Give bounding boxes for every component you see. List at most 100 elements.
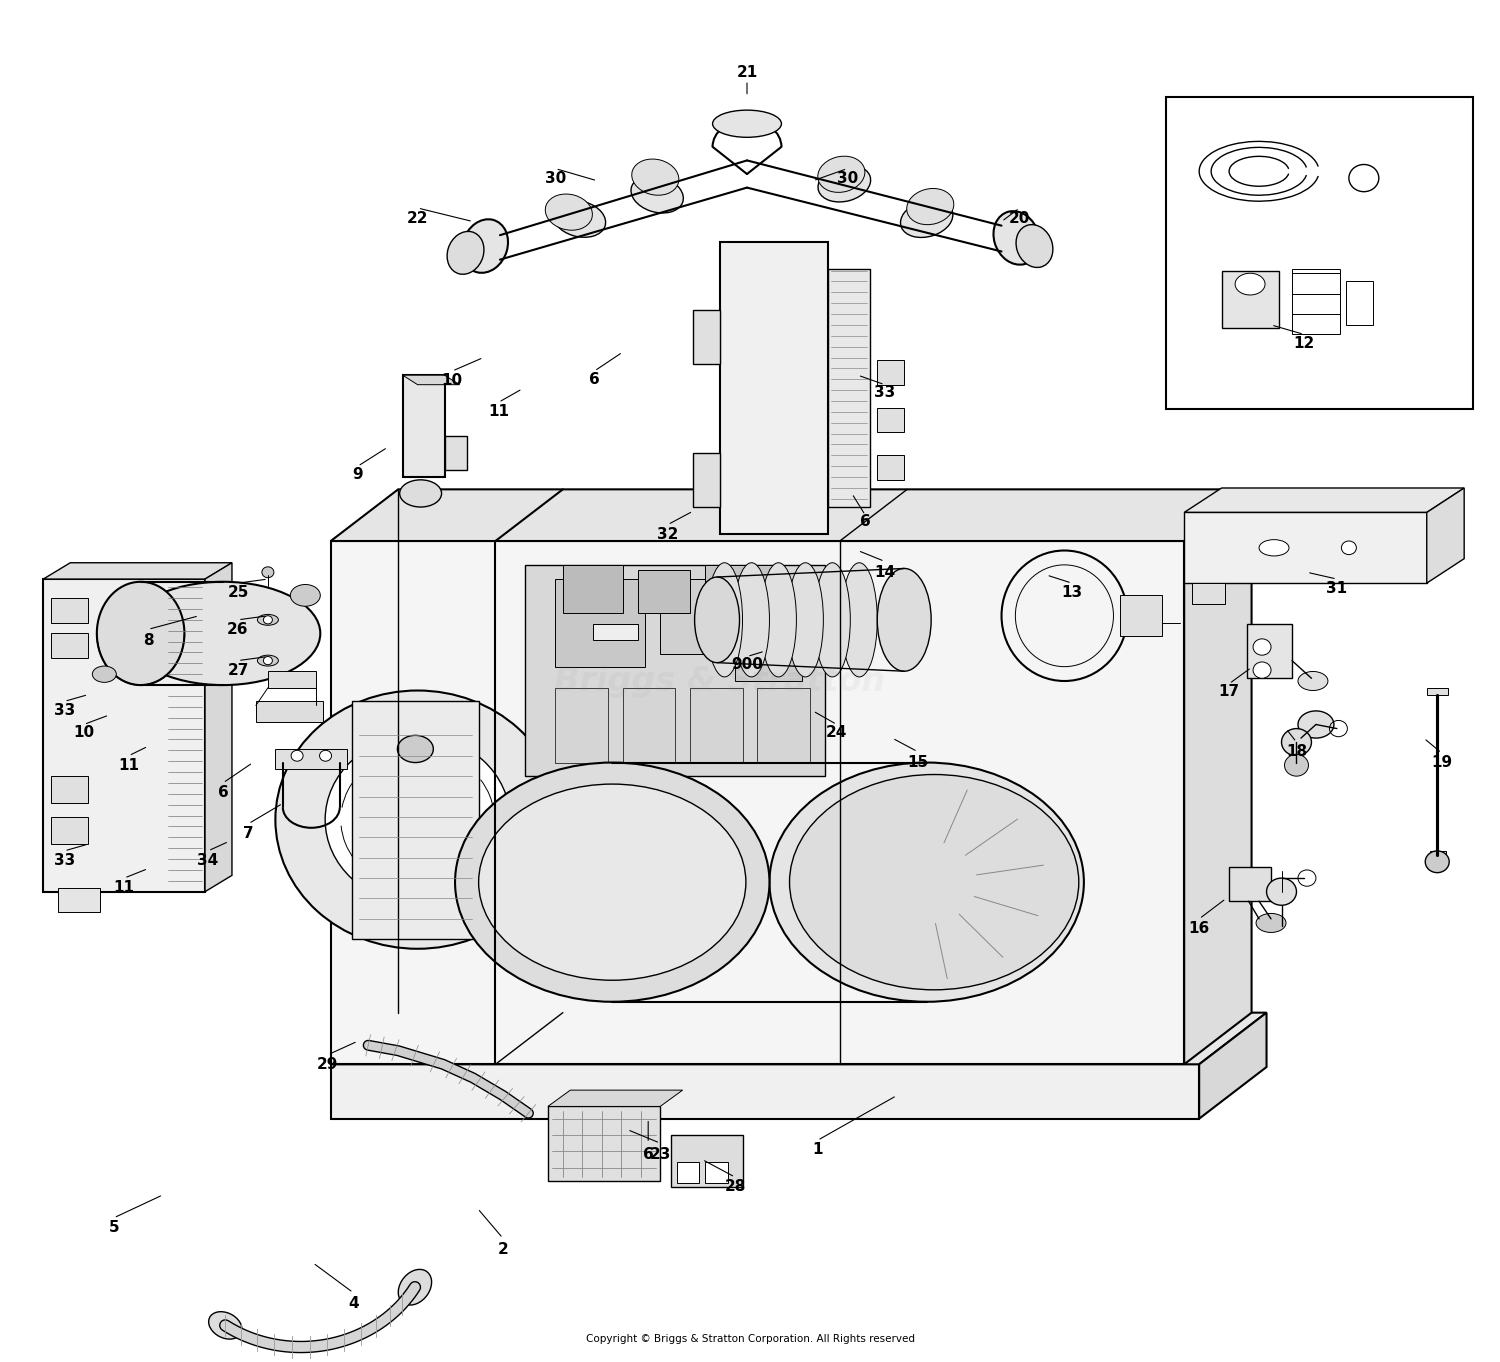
Bar xyxy=(1246,624,1292,678)
Ellipse shape xyxy=(478,785,746,981)
Ellipse shape xyxy=(291,584,321,606)
Text: Briggs & Stratton: Briggs & Stratton xyxy=(555,665,885,697)
Ellipse shape xyxy=(264,656,273,665)
Text: 34: 34 xyxy=(198,853,219,868)
Ellipse shape xyxy=(209,1312,242,1339)
Polygon shape xyxy=(1184,512,1426,583)
Ellipse shape xyxy=(712,110,782,138)
Ellipse shape xyxy=(546,193,592,230)
Text: 24: 24 xyxy=(827,725,848,740)
Ellipse shape xyxy=(291,750,303,761)
Text: 33: 33 xyxy=(54,703,75,718)
Ellipse shape xyxy=(1281,729,1311,756)
Text: 30: 30 xyxy=(837,170,858,185)
Bar xyxy=(878,407,904,432)
Text: 20: 20 xyxy=(1010,211,1031,226)
Polygon shape xyxy=(44,563,232,579)
Bar xyxy=(1346,282,1372,326)
Bar xyxy=(276,749,346,770)
Text: 30: 30 xyxy=(544,170,566,185)
Text: 2: 2 xyxy=(498,1242,508,1257)
Bar xyxy=(44,579,206,892)
Ellipse shape xyxy=(818,157,866,192)
Polygon shape xyxy=(332,489,1251,541)
Ellipse shape xyxy=(906,188,954,225)
Bar xyxy=(562,565,622,613)
Polygon shape xyxy=(1184,488,1464,512)
Polygon shape xyxy=(548,1090,682,1106)
Bar xyxy=(1120,595,1161,636)
Bar xyxy=(592,624,638,640)
Polygon shape xyxy=(1184,489,1251,1064)
Ellipse shape xyxy=(258,655,279,666)
Ellipse shape xyxy=(93,666,117,682)
Text: 13: 13 xyxy=(1062,586,1083,601)
Bar xyxy=(51,598,88,622)
Text: 26: 26 xyxy=(226,622,249,637)
Text: 33: 33 xyxy=(54,853,75,868)
Text: 14: 14 xyxy=(874,565,896,580)
Bar xyxy=(638,569,690,613)
Ellipse shape xyxy=(126,582,321,685)
Bar xyxy=(705,1162,728,1182)
Ellipse shape xyxy=(993,211,1039,264)
Bar xyxy=(555,579,645,667)
Text: 19: 19 xyxy=(1431,755,1452,770)
Ellipse shape xyxy=(264,616,273,624)
Bar xyxy=(525,565,825,776)
Bar xyxy=(878,455,904,479)
Ellipse shape xyxy=(818,165,870,202)
Polygon shape xyxy=(1426,488,1464,583)
Ellipse shape xyxy=(1341,541,1356,554)
Bar xyxy=(51,817,88,844)
Ellipse shape xyxy=(399,804,435,836)
Polygon shape xyxy=(402,375,459,384)
Text: 18: 18 xyxy=(1286,744,1306,759)
Text: 12: 12 xyxy=(1293,336,1314,351)
Text: 7: 7 xyxy=(243,825,254,840)
Bar xyxy=(828,270,870,507)
Bar xyxy=(555,688,608,763)
Bar xyxy=(693,311,720,364)
Ellipse shape xyxy=(320,750,332,761)
Bar xyxy=(735,586,802,681)
Text: 22: 22 xyxy=(406,211,429,226)
Text: 29: 29 xyxy=(316,1057,339,1072)
Ellipse shape xyxy=(262,567,274,577)
Ellipse shape xyxy=(734,563,770,677)
Ellipse shape xyxy=(1266,878,1296,906)
Text: 10: 10 xyxy=(441,373,462,388)
Text: 9: 9 xyxy=(352,467,363,482)
Text: 900: 900 xyxy=(730,658,764,673)
Text: 25: 25 xyxy=(228,586,249,601)
Ellipse shape xyxy=(815,563,850,677)
Ellipse shape xyxy=(632,159,680,195)
Bar xyxy=(670,1135,742,1186)
Ellipse shape xyxy=(1234,274,1264,296)
Ellipse shape xyxy=(878,568,932,671)
Bar xyxy=(402,375,444,477)
Text: 16: 16 xyxy=(1188,921,1210,936)
Bar xyxy=(660,579,735,654)
Polygon shape xyxy=(332,1013,1266,1064)
Bar xyxy=(548,1106,660,1181)
Ellipse shape xyxy=(632,176,684,212)
Ellipse shape xyxy=(454,763,770,1002)
Text: 21: 21 xyxy=(736,64,758,79)
Text: 33: 33 xyxy=(874,385,896,400)
Text: 32: 32 xyxy=(657,527,678,542)
Text: 1: 1 xyxy=(812,1143,822,1158)
Polygon shape xyxy=(206,563,232,892)
Ellipse shape xyxy=(462,219,509,272)
Bar xyxy=(256,701,324,722)
Text: 6: 6 xyxy=(590,372,600,387)
Ellipse shape xyxy=(1252,662,1270,678)
Ellipse shape xyxy=(760,563,796,677)
Ellipse shape xyxy=(706,563,742,677)
Ellipse shape xyxy=(276,691,560,949)
Bar xyxy=(1221,271,1278,328)
Bar xyxy=(676,1162,699,1182)
Ellipse shape xyxy=(447,232,485,274)
Bar xyxy=(51,776,88,804)
Text: 17: 17 xyxy=(1218,684,1239,699)
